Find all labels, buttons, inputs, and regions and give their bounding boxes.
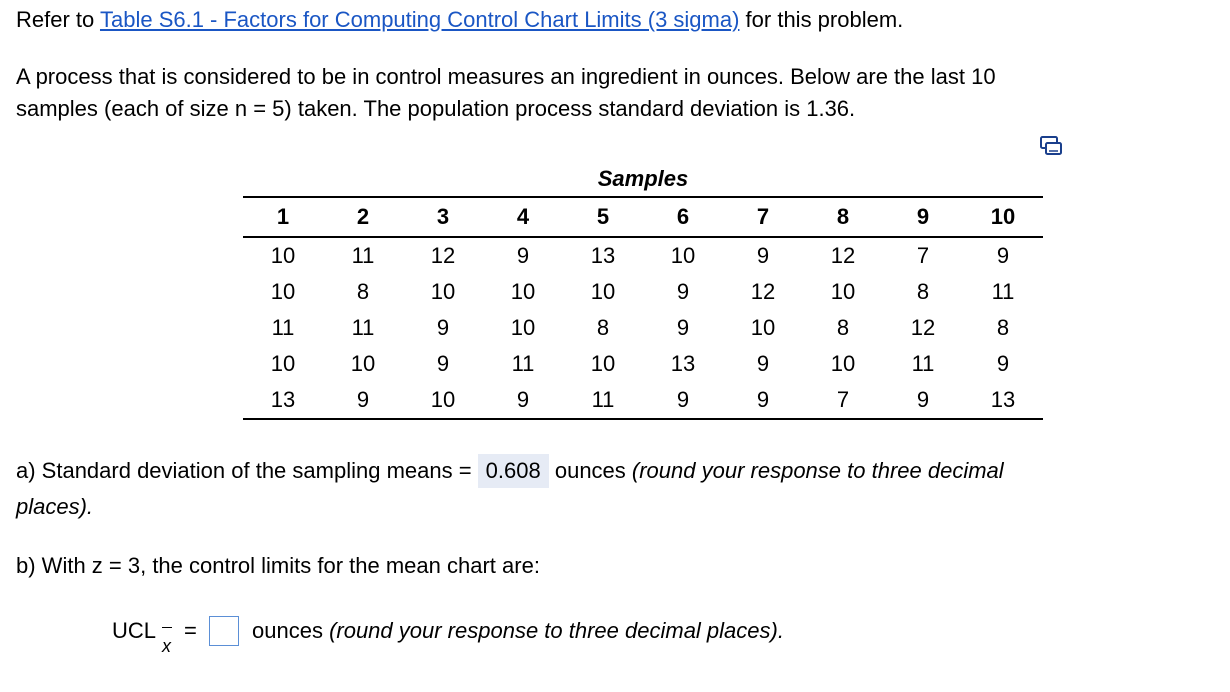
table-cell: 10 — [670, 243, 696, 268]
problem-line-2: samples (each of size n = 5) taken. The … — [16, 96, 856, 121]
table-cell: 9 — [996, 351, 1010, 376]
table-cell: 7 — [916, 243, 930, 268]
ucl-input[interactable] — [209, 616, 239, 646]
table-cell: 12 — [910, 315, 936, 340]
table-cell: 11 — [351, 315, 375, 340]
ucl-subscript: x — [162, 636, 171, 656]
part-a-prefix: a) Standard deviation of the sampling me… — [16, 458, 478, 483]
header-cell: 10 — [963, 196, 1043, 238]
part-a-note-continued: places). — [16, 494, 94, 519]
samples-table: 1 2 3 4 5 6 7 8 9 10 10 11 12 9 13 10 9 — [243, 196, 1043, 420]
table-row: 13 9 10 9 11 9 9 7 9 13 — [243, 382, 1043, 420]
table-cell: 11 — [991, 279, 1015, 304]
header-cell: 5 — [563, 196, 643, 238]
table-cell: 13 — [963, 382, 1043, 420]
intro-line: Refer to Table S6.1 - Factors for Comput… — [16, 7, 903, 33]
table-cell: 10 — [510, 315, 536, 340]
table-cell: 9 — [723, 382, 803, 420]
table-cell: 8 — [916, 279, 930, 304]
table-cell: 10 — [270, 279, 296, 304]
header-cell: 6 — [643, 196, 723, 238]
intro-prefix: Refer to — [16, 7, 100, 32]
samples-title: Samples — [597, 166, 689, 191]
header-cell: 9 — [883, 196, 963, 238]
ucl-input-wrapper — [209, 616, 239, 646]
table-cell: 7 — [803, 382, 883, 420]
table-row: 11 11 9 10 8 9 10 8 12 8 — [243, 310, 1043, 346]
table-cell: 10 — [830, 279, 856, 304]
table-cell: 8 — [356, 279, 370, 304]
table-cell: 10 — [590, 351, 616, 376]
table-cell: 8 — [996, 315, 1010, 340]
copy-icon[interactable] — [1040, 136, 1062, 156]
table-cell: 12 — [750, 279, 776, 304]
x-bar-overline — [162, 627, 172, 628]
table-cell: 11 — [271, 315, 295, 340]
part-b-line: b) With z = 3, the control limits for th… — [16, 553, 540, 578]
table-cell: 12 — [430, 243, 456, 268]
table-cell: 13 — [590, 243, 616, 268]
table-reference-link[interactable]: Table S6.1 - Factors for Computing Contr… — [99, 7, 740, 32]
table-cell: 10 — [350, 351, 376, 376]
part-a-note: (round your response to three decimal — [631, 458, 1004, 483]
table-cell: 11 — [911, 351, 935, 376]
table-cell: 9 — [436, 351, 450, 376]
table-cell: 8 — [596, 315, 610, 340]
table-row: 10 10 9 11 10 13 9 10 11 9 — [243, 346, 1043, 382]
table-cell: 11 — [563, 382, 643, 420]
ucl-label: UCL — [112, 618, 157, 643]
table-cell: 9 — [756, 243, 770, 268]
table-cell: 9 — [483, 382, 563, 420]
samples-table-container: Samples 1 2 3 4 5 6 7 8 9 10 10 11 12 9 … — [243, 162, 1043, 420]
header-cell: 2 — [323, 196, 403, 238]
problem-line-1: A process that is considered to be in co… — [16, 64, 996, 89]
part-a-units: ounces — [548, 458, 632, 483]
table-cell: 9 — [883, 382, 963, 420]
header-cell: 7 — [723, 196, 803, 238]
ucl-units: ounces — [252, 618, 330, 643]
table-cell: 9 — [996, 243, 1010, 268]
table-cell: 10 — [403, 382, 483, 420]
ucl-equals: = — [184, 618, 197, 643]
table-cell: 9 — [643, 382, 723, 420]
table-cell: 10 — [430, 279, 456, 304]
table-cell: 11 — [511, 351, 535, 376]
ucl-note: (round your response to three decimal pl… — [329, 618, 784, 643]
ucl-units-line: ounces (round your response to three dec… — [252, 618, 784, 644]
part-a-line: a) Standard deviation of the sampling me… — [16, 454, 1004, 488]
table-cell: 10 — [830, 351, 856, 376]
table-cell: 9 — [323, 382, 403, 420]
header-cell: 3 — [403, 196, 483, 238]
table-cell: 10 — [590, 279, 616, 304]
table-cell: 9 — [756, 351, 770, 376]
table-row: 10 11 12 9 13 10 9 12 7 9 — [243, 237, 1043, 274]
table-cell: 13 — [243, 382, 323, 420]
table-header-row: 1 2 3 4 5 6 7 8 9 10 — [243, 196, 1043, 238]
table-cell: 9 — [676, 315, 690, 340]
table-cell: 8 — [836, 315, 850, 340]
intro-suffix: for this problem. — [739, 7, 904, 32]
table-cell: 11 — [351, 243, 375, 268]
header-cell: 8 — [803, 196, 883, 238]
table-cell: 10 — [510, 279, 536, 304]
table-cell: 10 — [270, 351, 296, 376]
part-a-answer[interactable]: 0.608 — [477, 454, 549, 488]
table-cell: 13 — [670, 351, 696, 376]
header-cell: 1 — [243, 196, 323, 238]
table-cell: 9 — [516, 243, 530, 268]
table-cell: 10 — [750, 315, 776, 340]
table-cell: 9 — [436, 315, 450, 340]
table-cell: 10 — [270, 243, 296, 268]
table-cell: 12 — [830, 243, 856, 268]
header-cell: 4 — [483, 196, 563, 238]
table-cell: 9 — [676, 279, 690, 304]
table-row: 10 8 10 10 10 9 12 10 8 11 — [243, 274, 1043, 310]
